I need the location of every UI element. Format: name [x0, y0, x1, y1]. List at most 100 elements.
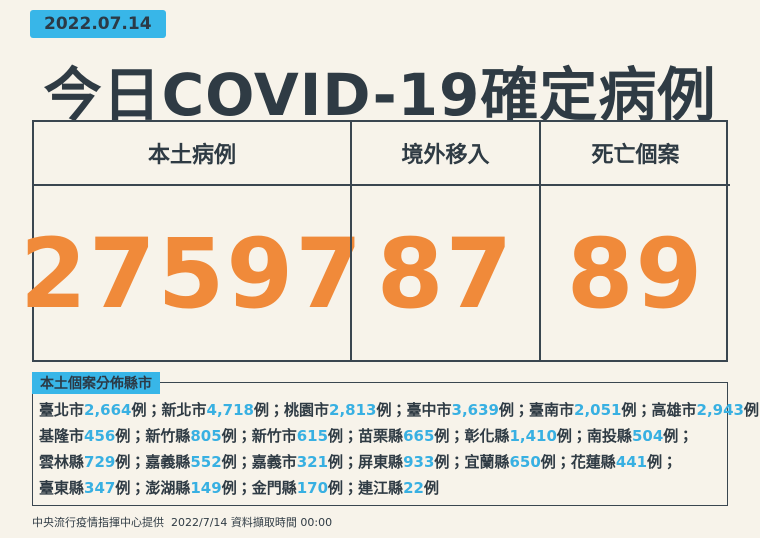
column-label: 死亡個案: [541, 122, 730, 186]
county-name: 嘉義縣: [145, 453, 191, 471]
county-name: 臺北市: [39, 401, 85, 419]
separator: ；: [391, 401, 407, 419]
column-label: 本土病例: [34, 122, 350, 186]
county-row: 臺東縣347例；澎湖縣149例；金門縣170例；連江縣22例: [39, 477, 439, 498]
separator: ；: [759, 401, 760, 419]
unit: 例: [221, 427, 237, 445]
county-name: 基隆市: [39, 427, 85, 445]
county-name: 苗栗縣: [358, 427, 404, 445]
county-name: 臺東縣: [39, 479, 85, 497]
county-name: 新竹縣: [145, 427, 191, 445]
county-name: 新竹市: [251, 427, 297, 445]
column: 本土病例 27597: [20, 122, 364, 360]
separator: ；: [236, 479, 252, 497]
separator: ；: [449, 427, 465, 445]
county-cases: 2,943: [696, 401, 744, 419]
separator: ；: [678, 427, 694, 445]
county-name: 臺南市: [529, 401, 575, 419]
unit: 例: [663, 427, 679, 445]
unit: 例: [131, 401, 147, 419]
separator: ；: [571, 427, 587, 445]
column-label: 境外移入: [352, 122, 539, 186]
column-value: 27597: [20, 218, 364, 330]
county-name: 嘉義市: [251, 453, 297, 471]
separator: ；: [343, 427, 359, 445]
unit: 例: [621, 401, 637, 419]
date-badge: 2022.07.14: [30, 10, 166, 38]
county-cases: 456: [84, 427, 116, 445]
county-cases: 2,813: [329, 401, 377, 419]
separator: ；: [130, 453, 146, 471]
separator: ；: [130, 479, 146, 497]
county-cases: 170: [296, 479, 329, 497]
county-cases: 729: [84, 453, 116, 471]
county-name: 宜蘭縣: [464, 453, 510, 471]
county-cases: 805: [190, 427, 222, 445]
section-label: 本土個案分佈縣市: [32, 372, 160, 394]
unit: 例: [743, 401, 759, 419]
unit: 例: [647, 453, 663, 471]
separator: ；: [236, 427, 252, 445]
unit: 例: [434, 453, 450, 471]
unit: 例: [115, 427, 131, 445]
county-name: 桃園市: [284, 401, 330, 419]
separator: ；: [555, 453, 571, 471]
county-cases: 665: [403, 427, 435, 445]
county-name: 彰化縣: [464, 427, 510, 445]
county-row: 雲林縣729例；嘉義縣552例；嘉義市321例；屏東縣933例；宜蘭縣650例；…: [39, 451, 677, 472]
separator: ；: [236, 453, 252, 471]
summary-table: 本土病例 27597 境外移入 87 死亡個案 89: [20, 120, 730, 362]
separator: ；: [146, 401, 162, 419]
county-cases: 1,410: [509, 427, 557, 445]
unit: 例: [253, 401, 269, 419]
title: 今日COVID-19確定病例: [43, 61, 717, 129]
unit: 例: [115, 479, 131, 497]
unit: 例: [556, 427, 572, 445]
county-name: 雲林縣: [39, 453, 85, 471]
county-name: 澎湖縣: [145, 479, 191, 497]
county-row: 基隆市456例；新竹縣805例；新竹市615例；苗栗縣665例；彰化縣1,410…: [39, 425, 693, 446]
column: 境外移入 87: [350, 122, 539, 360]
county-cases: 615: [296, 427, 329, 445]
unit: 例: [115, 453, 131, 471]
county-cases: 22: [403, 479, 424, 497]
unit: 例: [221, 453, 237, 471]
county-row: 臺北市2,664例；新北市4,718例；桃園市2,813例；臺中市3,639例；…: [39, 399, 760, 420]
separator: ；: [130, 427, 146, 445]
unit: 例: [328, 427, 344, 445]
unit: 例: [328, 453, 344, 471]
separator: ；: [449, 453, 465, 471]
county-name: 連江縣: [358, 479, 404, 497]
separator: ；: [343, 479, 359, 497]
separator: ；: [268, 401, 284, 419]
county-cases: 441: [615, 453, 648, 471]
county-cases: 2,051: [574, 401, 622, 419]
footer: 中央流行疫情指揮中心提供 2022/7/14 資料擷取時間 00:00: [32, 514, 332, 530]
unit: 例: [221, 479, 237, 497]
county-cases: 2,664: [84, 401, 132, 419]
county-cases: 149: [190, 479, 222, 497]
county-name: 屏東縣: [358, 453, 404, 471]
county-name: 臺中市: [406, 401, 452, 419]
column: 死亡個案 89: [539, 122, 730, 360]
county-cases: 347: [84, 479, 116, 497]
county-cases: 4,718: [206, 401, 254, 419]
column-value: 89: [566, 218, 705, 330]
county-name: 花蓮縣: [570, 453, 616, 471]
county-cases: 504: [631, 427, 664, 445]
county-name: 新北市: [161, 401, 207, 419]
unit: 例: [434, 427, 450, 445]
county-name: 金門縣: [251, 479, 297, 497]
unit: 例: [540, 453, 556, 471]
county-cases: 933: [403, 453, 435, 471]
unit: 例: [328, 479, 344, 497]
distribution-box: 臺北市2,664例；新北市4,718例；桃園市2,813例；臺中市3,639例；…: [32, 382, 760, 506]
timestamp: 2022/7/14 資料擷取時間 00:00: [171, 516, 333, 529]
source: 中央流行疫情指揮中心提供: [32, 516, 164, 529]
separator: ；: [513, 401, 529, 419]
separator: ；: [343, 453, 359, 471]
column-value: 87: [376, 218, 515, 330]
unit: 例: [498, 401, 514, 419]
separator: ；: [662, 453, 678, 471]
